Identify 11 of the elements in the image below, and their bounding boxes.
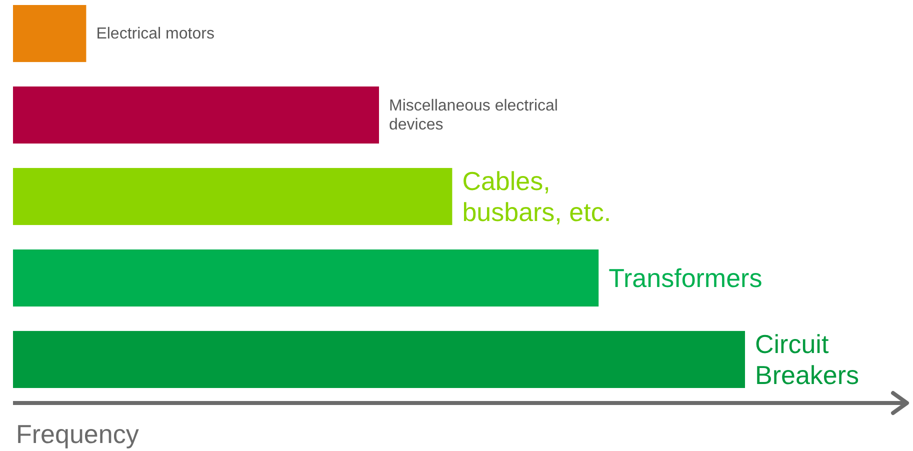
- y-tick-label: Miscellaneous electrical devices: [389, 96, 558, 134]
- x-axis-title: Frequency: [16, 419, 139, 449]
- y-tick-label: Circuit Breakers: [755, 328, 860, 390]
- bar: [13, 168, 452, 226]
- y-tick-label: Electrical motors: [96, 25, 214, 42]
- y-tick-label: Transformers: [608, 262, 762, 293]
- y-tick-label: Cables, busbars, etc.: [462, 166, 612, 228]
- bar: [13, 330, 745, 388]
- bar: [13, 86, 379, 144]
- bar: [13, 5, 86, 62]
- bar: [13, 249, 599, 307]
